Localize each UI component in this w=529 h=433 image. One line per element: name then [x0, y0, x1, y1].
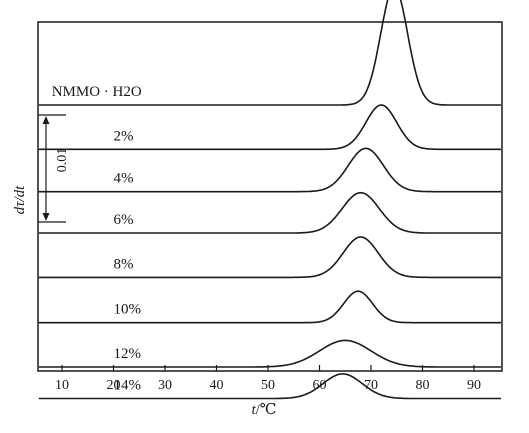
curve-labels-group: NMMO · H2O 2% 4% 6% 8% 10% 12% 14%: [52, 84, 142, 394]
plot-frame: [37, 21, 503, 372]
series-label-6: 12%: [114, 346, 142, 362]
series-label-3: 6%: [114, 212, 134, 228]
x-axis-title: t/℃: [251, 402, 276, 418]
curves-group: [38, 0, 501, 400]
series-curve-4: [38, 236, 501, 279]
series-label-4: 8%: [114, 256, 134, 272]
series-curve-1: [38, 104, 501, 151]
x-tick-label-80: 80: [416, 378, 430, 393]
series-curve-0: [38, 0, 501, 106]
series-curve-3: [38, 191, 501, 234]
x-tick-label-30: 30: [158, 378, 172, 393]
series-label-2: 4%: [114, 171, 134, 187]
series-curve-5: [38, 290, 501, 324]
series-curve-2: [38, 147, 501, 193]
x-tick-label-10: 10: [55, 378, 69, 393]
series-curve-6: [38, 339, 501, 368]
x-axis-title-unit: /℃: [256, 402, 277, 418]
x-tick-label-20: 20: [107, 378, 121, 393]
x-tick-label-50: 50: [261, 378, 275, 393]
series-label-5: 10%: [114, 302, 142, 318]
x-tick-label-90: 90: [467, 378, 481, 393]
scale-bar-arrow-down: [42, 213, 50, 221]
series-label-7: 14%: [114, 378, 142, 394]
scale-bar-label: 0.01: [55, 148, 70, 173]
series-curve-7: [38, 373, 501, 400]
x-tick-label-70: 70: [364, 378, 378, 393]
scale-bar: 0.01: [38, 114, 70, 223]
series-label-1: 2%: [114, 128, 134, 144]
scale-bar-arrow-up: [42, 116, 50, 124]
series-label-0: NMMO · H2O: [52, 84, 142, 100]
x-tick-label-40: 40: [210, 378, 224, 393]
y-axis-title: dτ/dt: [12, 185, 28, 215]
x-axis-ticks: 10 20 30 40 50 60 70 80 90: [55, 365, 481, 393]
x-axis-title-variable: t: [251, 402, 256, 418]
